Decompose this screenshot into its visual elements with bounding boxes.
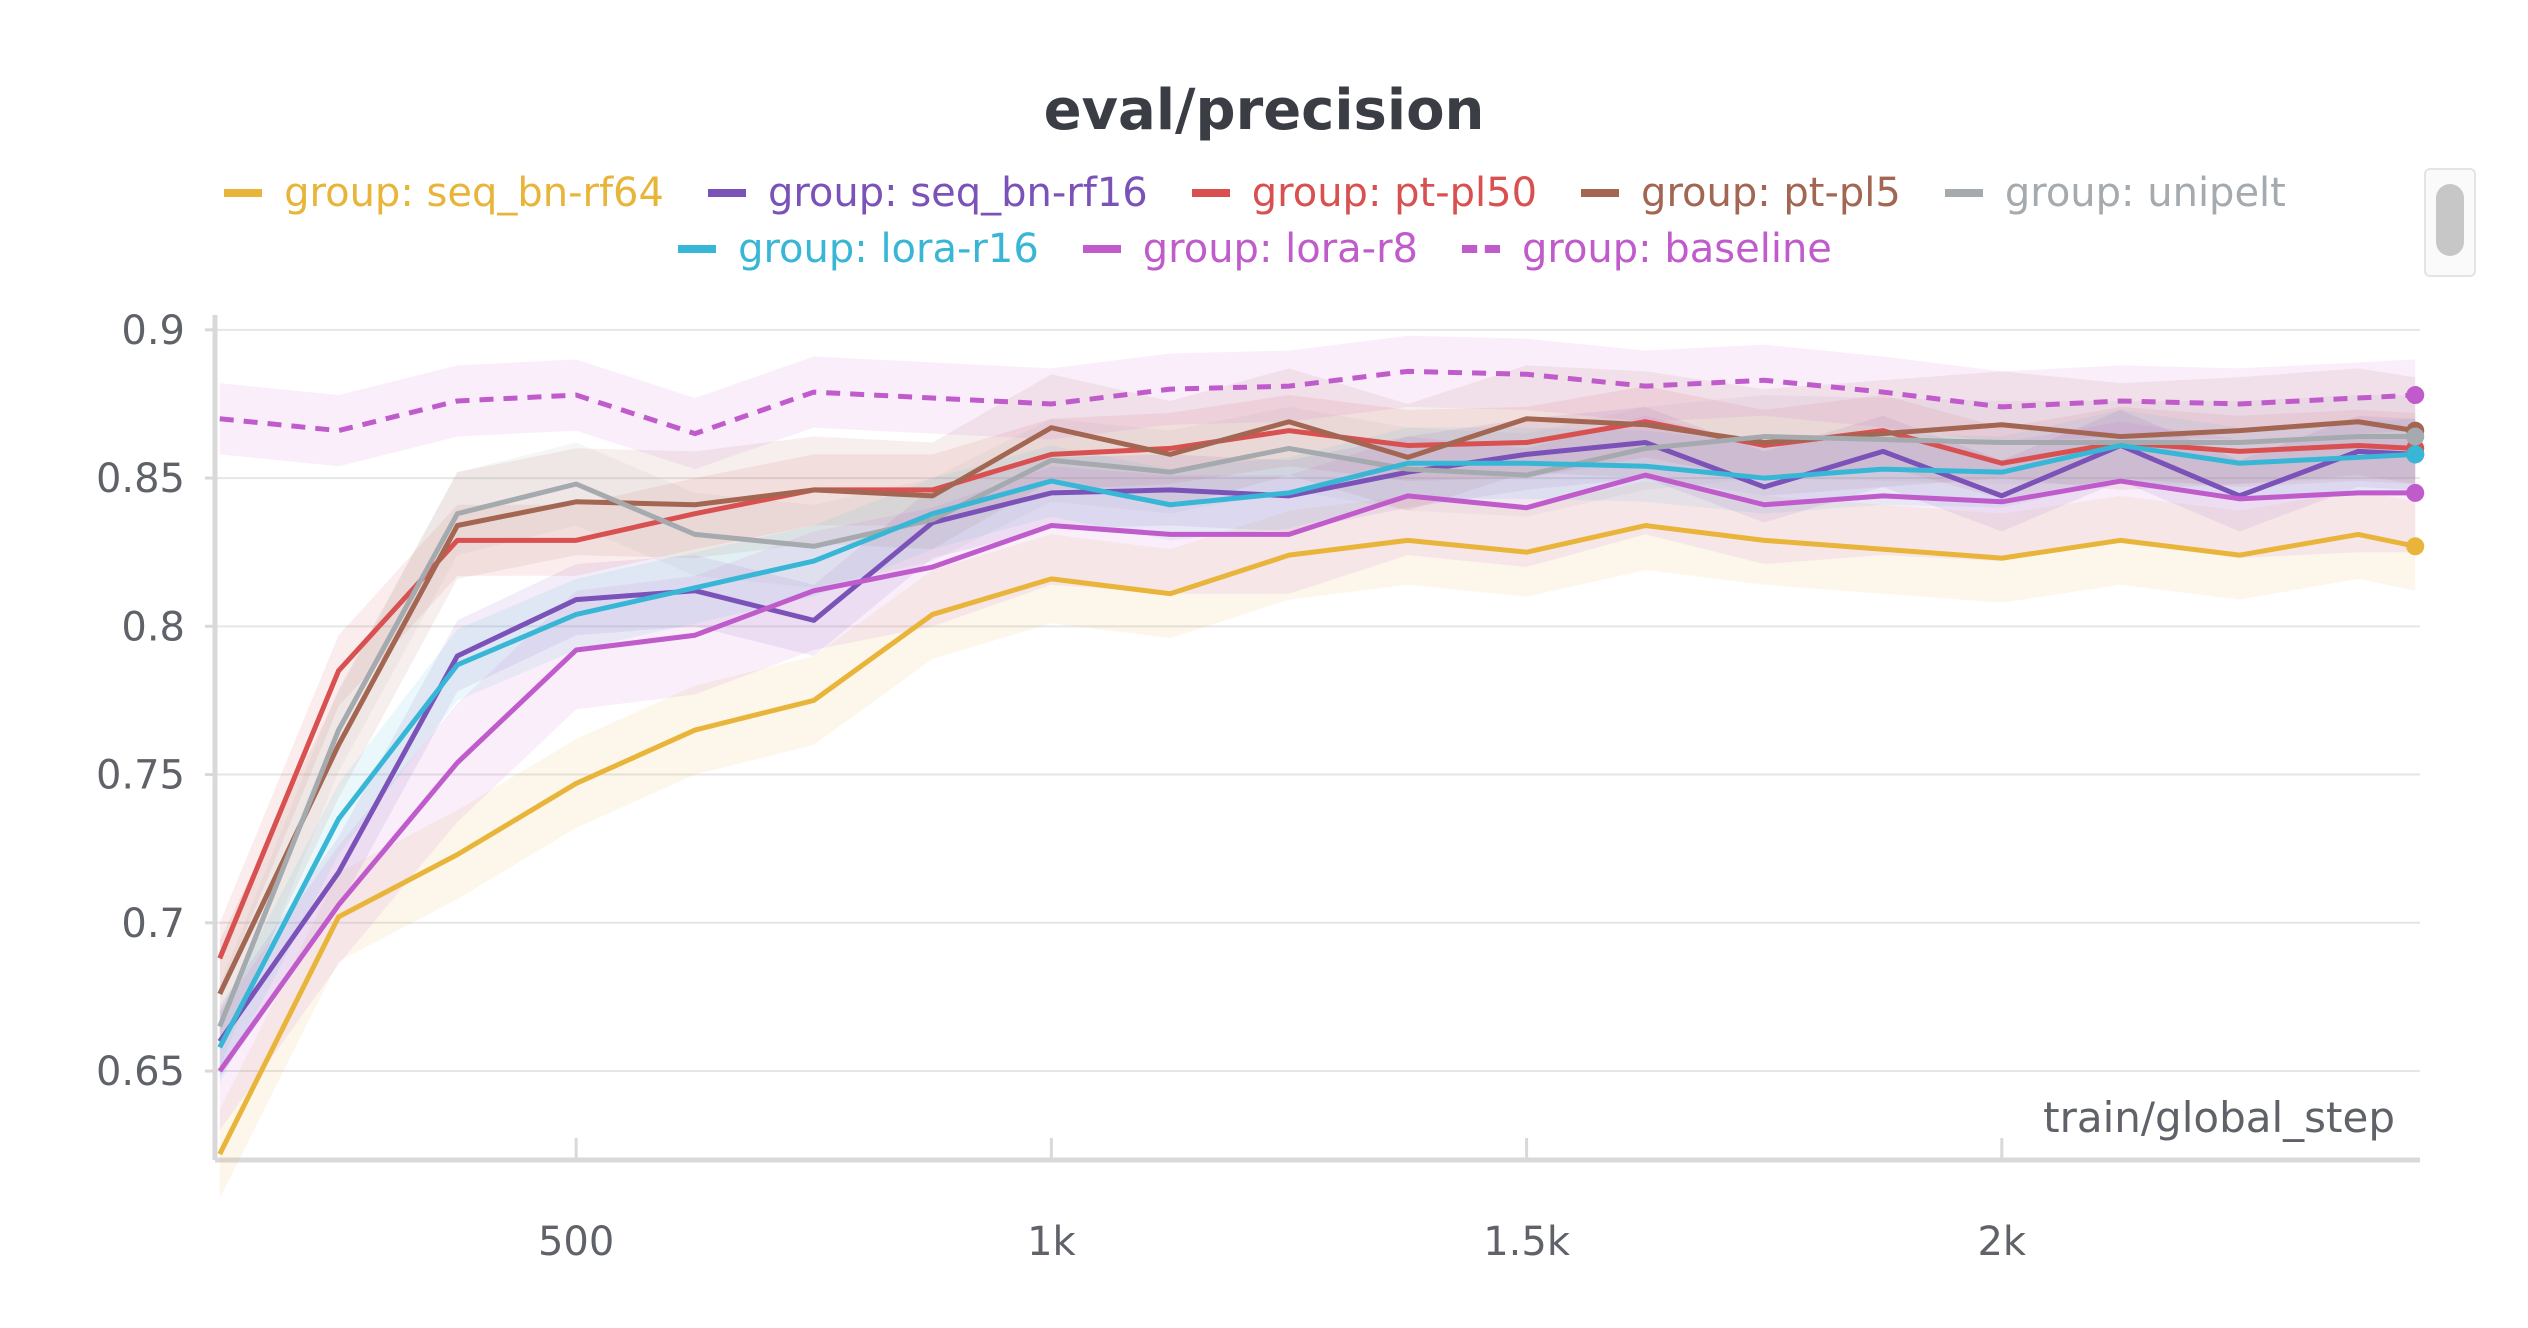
legend-label: group: pt-pl50 bbox=[1251, 170, 1538, 216]
series-end-marker-lora-r8 bbox=[2406, 483, 2425, 502]
legend-row: group: lora-r16 group: lora-r8 group: base… bbox=[150, 221, 2360, 277]
legend-item-seq-bn-rf64[interactable]: group: seq_bn-rf64 bbox=[224, 170, 664, 216]
legend-swatch bbox=[1581, 189, 1620, 197]
band-unipelt bbox=[219, 395, 2416, 1069]
x-axis-label: train/global_step bbox=[2043, 1093, 2395, 1142]
x-tick-label: 1k bbox=[1027, 1219, 1076, 1265]
legend-item-pt-pl5[interactable]: group: pt-pl5 bbox=[1581, 170, 1901, 216]
series-end-marker-seq-bn-rf64 bbox=[2406, 537, 2425, 556]
legend-swatch bbox=[678, 245, 717, 253]
series-line-lora-r16 bbox=[217, 442, 2416, 1049]
x-tick-label: 1.5k bbox=[1483, 1219, 1571, 1265]
legend-item-lora-r16[interactable]: group: lora-r16 bbox=[678, 226, 1039, 272]
band-lora-r8 bbox=[219, 415, 2416, 1131]
legend-label: group: lora-r8 bbox=[1142, 226, 1418, 272]
legend-scrollbar-thumb[interactable] bbox=[2436, 184, 2464, 256]
legend-swatch bbox=[224, 189, 263, 197]
band-seq-bn-rf64 bbox=[219, 481, 2416, 1199]
legend-item-lora-r8[interactable]: group: lora-r8 bbox=[1082, 226, 1418, 272]
legend-label: group: lora-r16 bbox=[738, 226, 1039, 272]
legend-swatch bbox=[707, 189, 746, 197]
series-end-marker-baseline bbox=[2406, 386, 2425, 405]
series-line-baseline bbox=[219, 368, 2416, 437]
series-end-marker-unipelt bbox=[2406, 427, 2425, 446]
chart-title: eval/precision bbox=[1043, 78, 1485, 143]
series-line-pt-pl5 bbox=[217, 416, 2416, 996]
y-tick-label: 0.65 bbox=[96, 1049, 185, 1095]
legend-scrollbar[interactable] bbox=[2424, 168, 2476, 277]
y-tick-label: 0.9 bbox=[121, 308, 185, 354]
band-pt-pl5 bbox=[219, 365, 2416, 1048]
legend-label: group: pt-pl5 bbox=[1641, 170, 1901, 216]
series-line-unipelt bbox=[217, 434, 2416, 1028]
legend-item-pt-pl50[interactable]: group: pt-pl50 bbox=[1191, 170, 1538, 216]
y-tick-label: 0.7 bbox=[121, 901, 185, 947]
band-baseline bbox=[219, 335, 2416, 470]
series-line-lora-r8 bbox=[217, 472, 2416, 1073]
y-tick-label: 0.75 bbox=[96, 753, 185, 799]
legend-swatch bbox=[1462, 245, 1500, 253]
legend-label: group: baseline bbox=[1522, 226, 1832, 272]
legend-item-baseline[interactable]: group: baseline bbox=[1462, 226, 1832, 272]
legend-swatch bbox=[1082, 245, 1121, 253]
legend-label: group: seq_bn-rf16 bbox=[767, 170, 1148, 216]
legend-swatch bbox=[1191, 189, 1230, 197]
band-lora-r16 bbox=[219, 409, 2416, 1083]
series-end-marker-lora-r16 bbox=[2406, 445, 2425, 464]
y-tick-label: 0.8 bbox=[121, 604, 185, 650]
legend-label: group: seq_bn-rf64 bbox=[284, 170, 664, 216]
legend-item-unipelt[interactable]: group: unipelt bbox=[1944, 170, 2286, 216]
legend-row: group: seq_bn-rf64 group: seq_bn-rf16 grou… bbox=[150, 165, 2360, 221]
x-tick-label: 2k bbox=[1977, 1219, 2026, 1265]
series-line-seq-bn-rf64 bbox=[217, 523, 2416, 1156]
legend-swatch bbox=[1944, 189, 1983, 197]
series-line-seq-bn-rf16 bbox=[217, 439, 2416, 1043]
legend-item-seq-bn-rf16[interactable]: group: seq_bn-rf16 bbox=[707, 170, 1148, 216]
x-tick-label: 500 bbox=[538, 1219, 614, 1265]
y-tick-label: 0.85 bbox=[96, 456, 185, 502]
band-seq-bn-rf16 bbox=[219, 406, 2416, 1077]
legend: group: seq_bn-rf64 group: seq_bn-rf16 grou… bbox=[150, 165, 2360, 277]
legend-label: group: unipelt bbox=[2004, 170, 2286, 216]
